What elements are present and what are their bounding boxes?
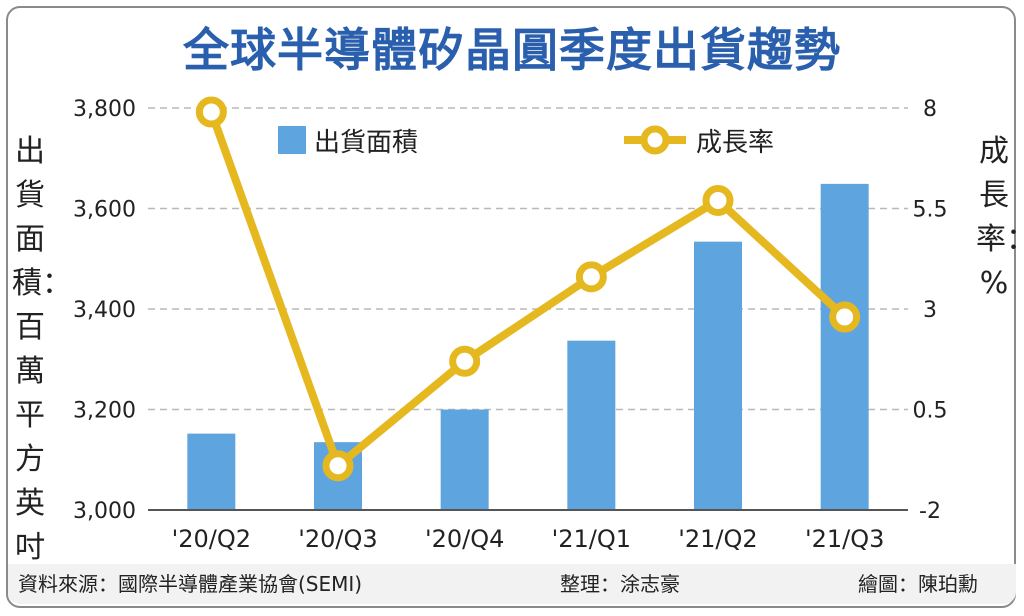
bars <box>187 183 869 511</box>
bar <box>187 433 236 510</box>
legend-bar-swatch <box>278 126 306 154</box>
chart-title: 全球半導體矽晶圓季度出貨趨勢 <box>183 23 841 77</box>
footer-bar <box>8 564 1016 604</box>
growth-point <box>195 96 227 128</box>
legend-line-marker <box>640 125 670 155</box>
y-tick-label-right: 5.5 <box>913 198 948 223</box>
y-tick-label-left: 3,400 <box>73 298 136 323</box>
tick-labels: 3,000 -2 3,200 0.5 3,400 3 3,600 5.5 3,800 8 '20/Q… <box>73 97 947 553</box>
y-axis-label-left: 出貨面積：百萬平方英吋 <box>12 134 72 565</box>
y-tick-label-left: 3,200 <box>73 399 136 424</box>
legend-line-label: 成長率 <box>696 128 774 158</box>
y-tick-label-right: 3 <box>923 298 937 323</box>
x-tick-label: '21/Q1 <box>552 525 631 553</box>
x-tick-label: '20/Q4 <box>425 525 504 553</box>
bar <box>440 409 489 510</box>
growth-point <box>575 261 607 293</box>
growth-line <box>195 96 861 482</box>
x-tick-label: '20/Q3 <box>298 525 377 553</box>
footer-editor: 整理：涂志豪 <box>560 572 680 596</box>
growth-point <box>702 184 734 216</box>
y-tick-label-right: 0.5 <box>913 399 948 424</box>
growth-line-path <box>207 110 848 470</box>
growth-point <box>322 450 354 482</box>
bar <box>567 340 616 510</box>
growth-point <box>829 301 861 333</box>
x-tick-label: '21/Q2 <box>678 525 757 553</box>
footer-illustrator: 繪圖：陳珀勳 <box>858 572 978 596</box>
footer-source: 資料來源：國際半導體產業協會(SEMI) <box>18 572 363 596</box>
x-tick-label: '21/Q3 <box>805 525 884 553</box>
y-tick-label-left: 3,600 <box>73 198 136 223</box>
y-tick-label-right: 8 <box>923 97 937 122</box>
growth-point <box>449 345 481 377</box>
y-tick-label-left: 3,000 <box>73 499 136 524</box>
y-tick-label-right: -2 <box>919 499 941 524</box>
bar <box>694 241 742 511</box>
bar <box>820 183 869 510</box>
legend-bar-label: 出貨面積 <box>314 128 418 158</box>
legend: 出貨面積 成長率 <box>278 125 774 158</box>
grid-lines <box>148 107 908 411</box>
y-tick-label-left: 3,800 <box>73 97 136 122</box>
x-tick-label: '20/Q2 <box>172 525 251 553</box>
